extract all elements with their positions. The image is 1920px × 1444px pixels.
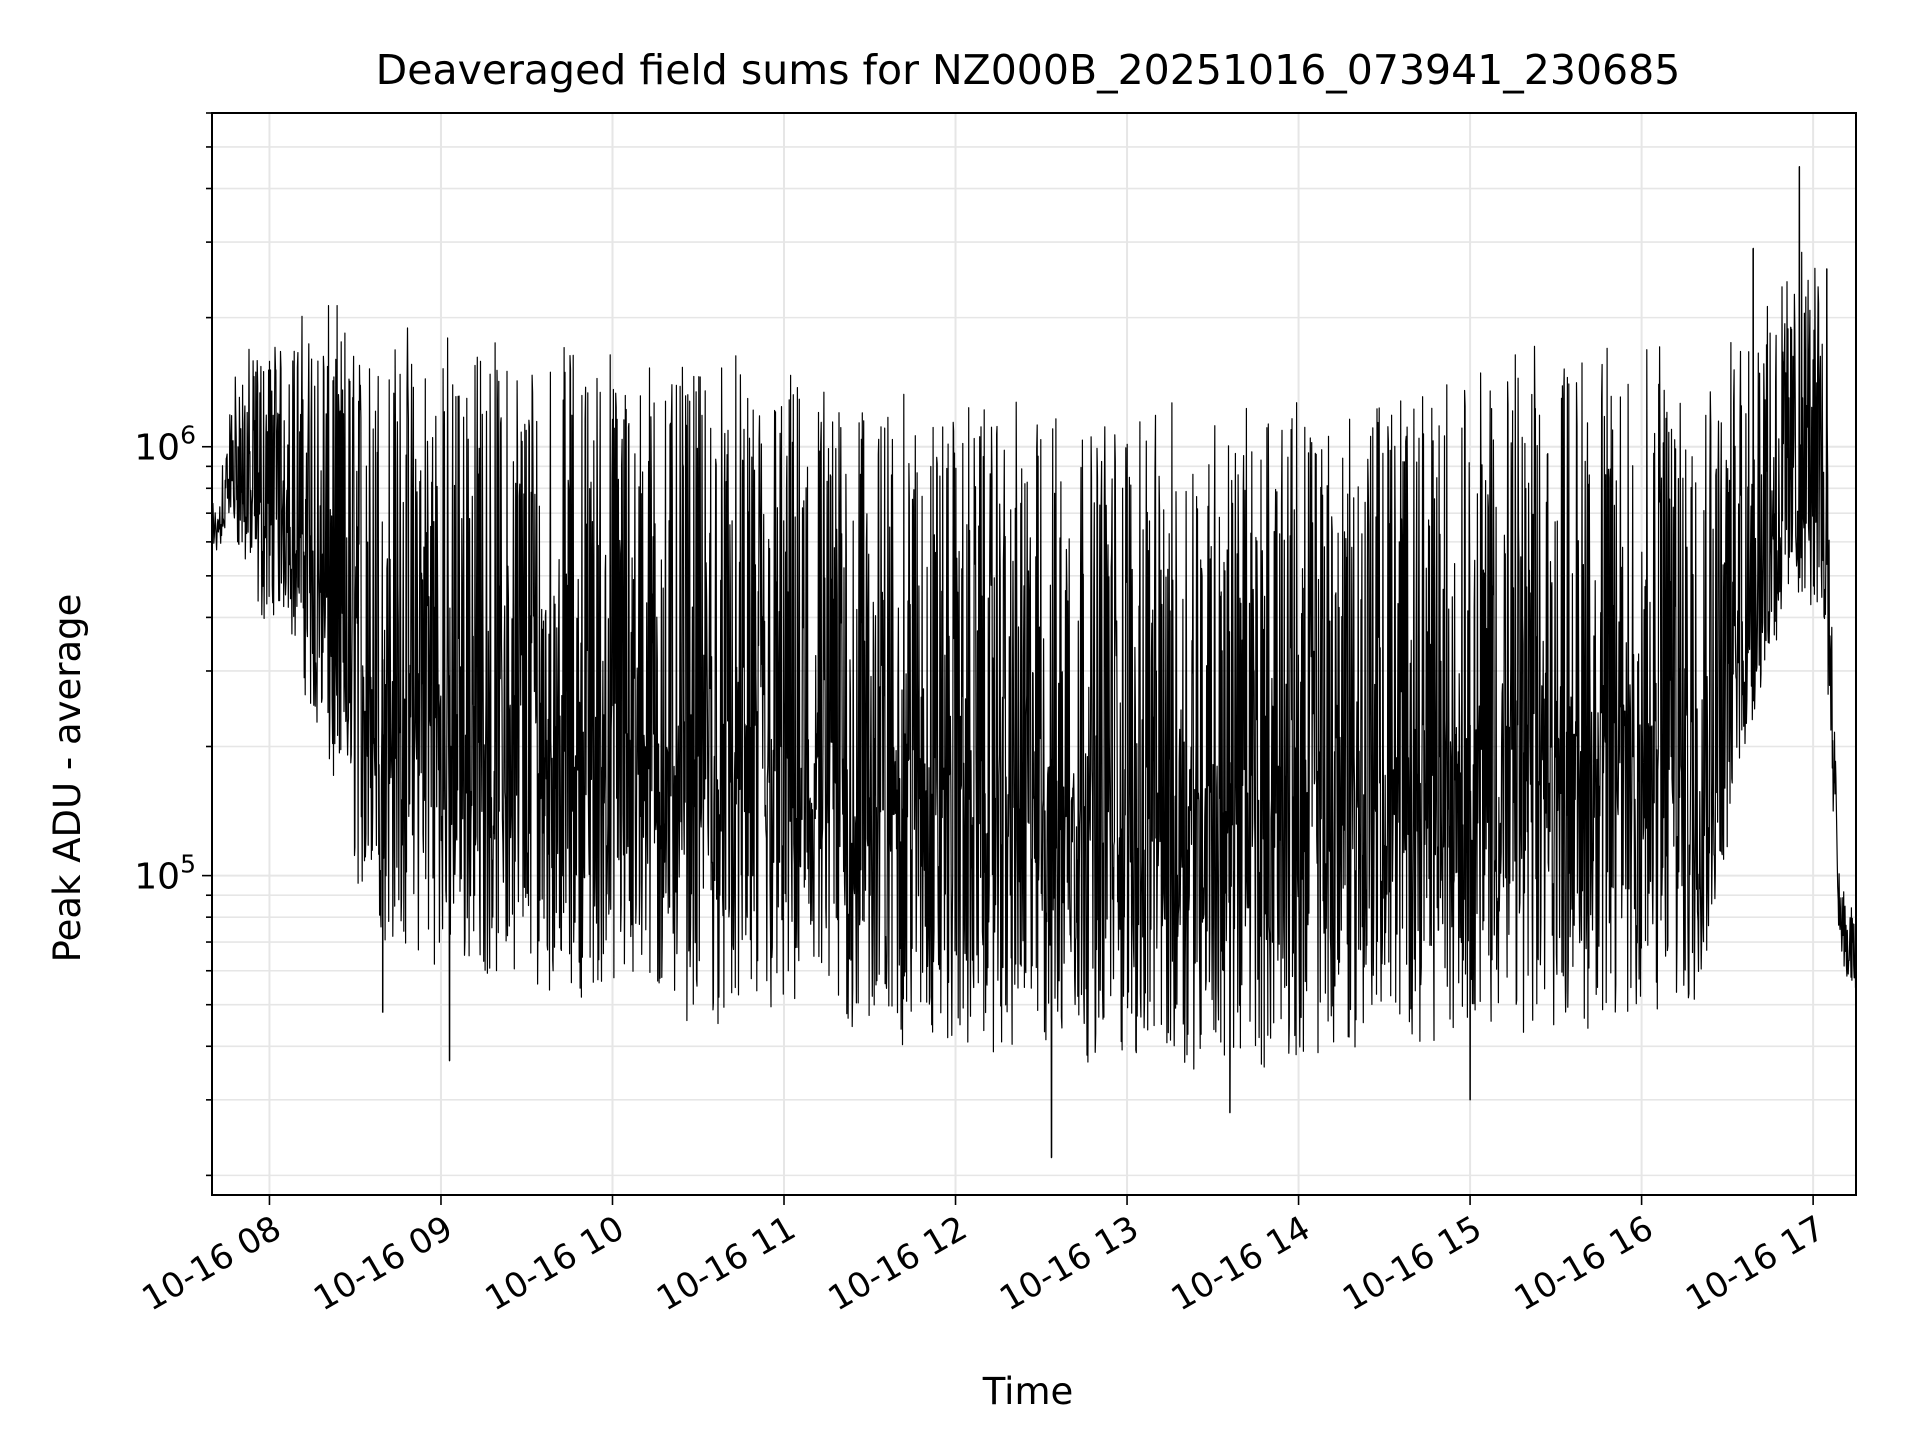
x-axis-label: Time <box>982 1370 1074 1413</box>
y-tick-label: 106 <box>134 421 196 469</box>
y-tick-label: 105 <box>134 850 196 898</box>
plot-frame <box>211 112 1857 1196</box>
series-line <box>211 166 1857 1159</box>
y-axis-ticks: 105 106 <box>134 112 212 1177</box>
y-axis-label: Peak ADU - average <box>46 594 89 963</box>
data-series <box>211 166 1857 1159</box>
chart-title: Deaveraged field sums for NZ000B_2025101… <box>376 46 1681 94</box>
